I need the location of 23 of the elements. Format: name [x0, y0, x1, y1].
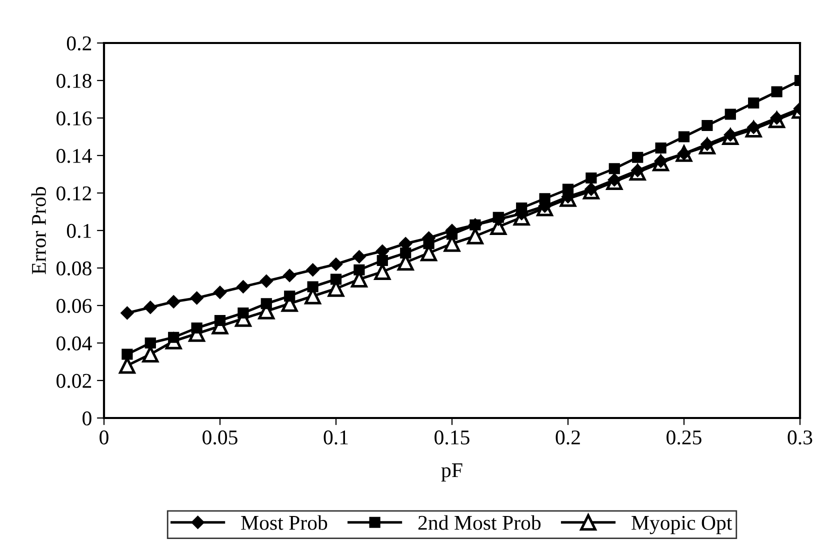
x-tick-label: 0	[100, 430, 108, 444]
y-tick-label: 0.12	[56, 186, 92, 201]
x-tick-label: 0.3	[788, 430, 812, 445]
y-tick-label: 0.02	[56, 374, 92, 388]
y-tick-label: 0.16	[56, 111, 92, 126]
x-axis-title: pF	[441, 463, 462, 482]
legend-label: Most Prob	[241, 515, 328, 530]
y-tick-label: 0.04	[56, 336, 92, 351]
y-tick-label: 0.14	[56, 148, 92, 164]
y-tick-label: 0.1	[66, 224, 91, 238]
x-tick-label: 0.2	[556, 430, 580, 445]
x-tick-label: 0.25	[666, 430, 702, 445]
legend-label: Myopic Opt	[632, 516, 732, 534]
y-tick-label: 0.18	[56, 74, 92, 88]
y-tick-label: 0.06	[56, 298, 92, 314]
legend-label: 2nd Most Prob	[418, 515, 541, 530]
y-axis-title: Error Prob	[31, 187, 46, 274]
y-tick-label: 0	[82, 411, 92, 426]
x-tick-label: 0.1	[324, 430, 348, 445]
x-tick-label: 0.05	[202, 430, 238, 445]
x-tick-label: 0.15	[434, 430, 470, 445]
y-tick-label: 0.08	[56, 261, 92, 276]
y-tick-label: 0.2	[66, 36, 92, 51]
